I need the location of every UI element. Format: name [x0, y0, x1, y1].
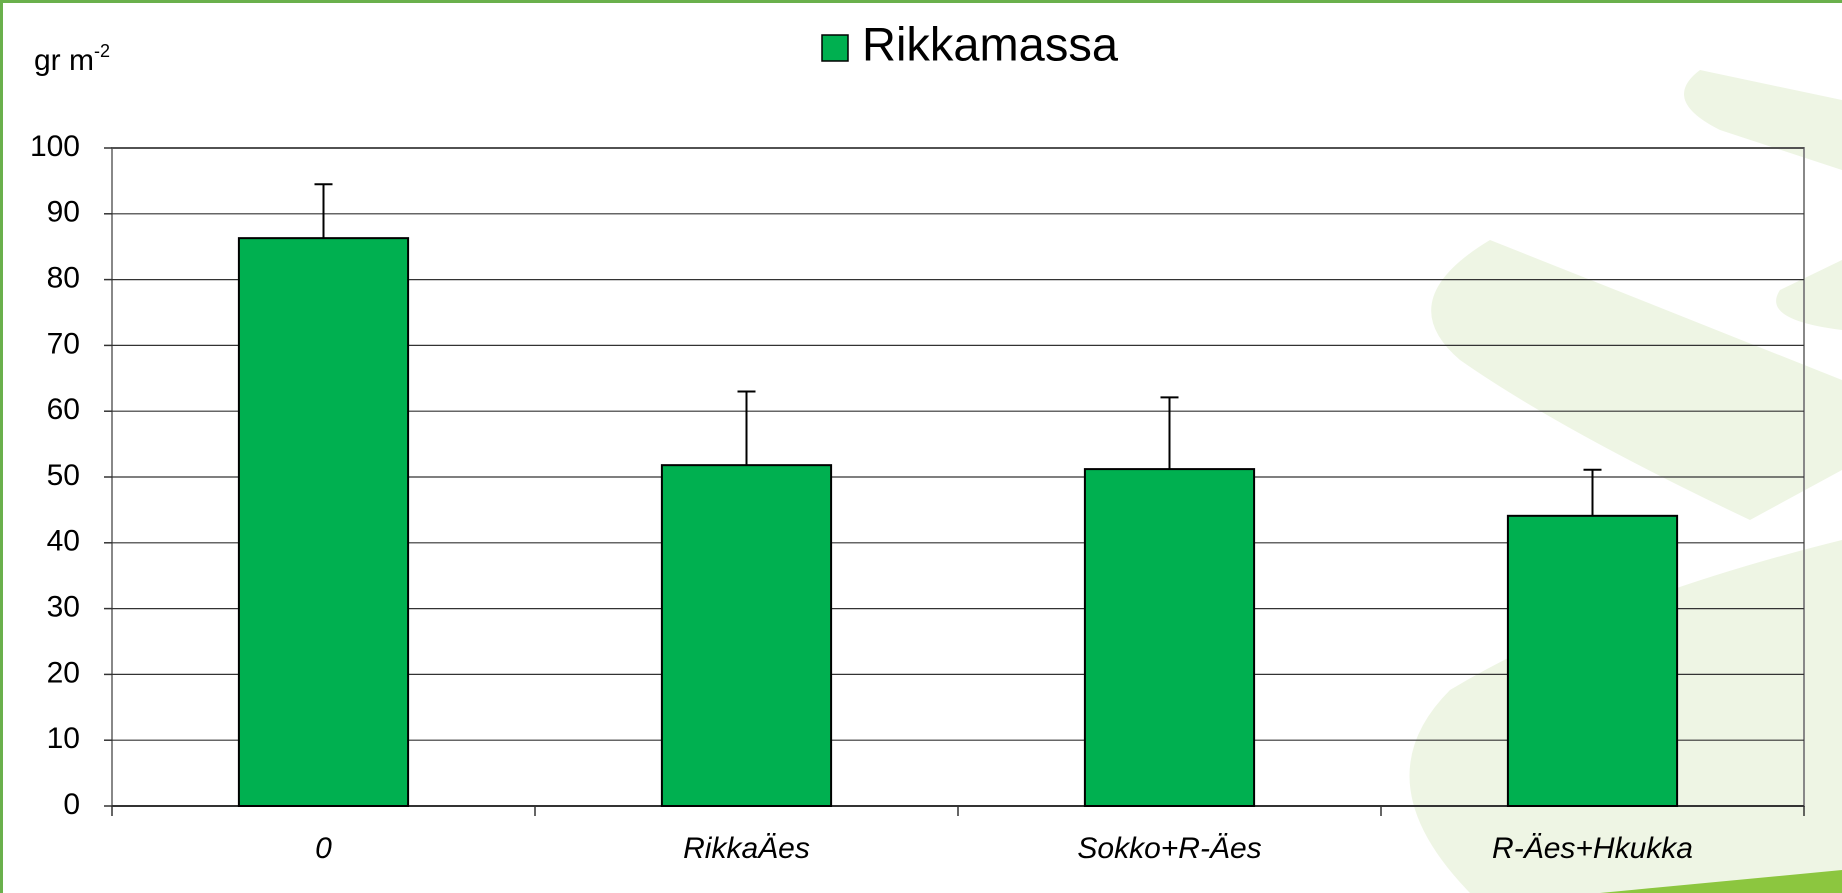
x-tick-label: 0	[315, 832, 332, 865]
x-tick-label: RikkaÄes	[683, 832, 810, 865]
y-tick-label: 60	[47, 393, 80, 426]
bar	[237, 237, 410, 807]
x-tick-label: Sokko+R-Äes	[1077, 832, 1261, 865]
bar	[1083, 468, 1256, 807]
y-tick-label: 10	[47, 722, 80, 755]
y-tick-label: 80	[47, 262, 80, 295]
y-axis-label: gr m-2	[34, 41, 110, 77]
bar	[660, 464, 833, 807]
y-tick-label: 100	[30, 130, 80, 163]
y-label-superscript: -2	[94, 41, 110, 61]
y-tick-label: 70	[47, 327, 80, 360]
legend-label: Rikkamassa	[862, 17, 1119, 70]
y-label-text: gr m	[34, 44, 94, 77]
bar	[1506, 514, 1679, 808]
y-tick-label: 90	[47, 196, 80, 229]
x-tick-label: R-Äes+Hkukka	[1492, 832, 1693, 865]
y-tick-label: 20	[47, 656, 80, 689]
y-tick-label: 50	[47, 459, 80, 492]
y-tick-label: 40	[47, 525, 80, 558]
y-tick-label: 0	[63, 788, 80, 821]
y-tick-label: 30	[47, 591, 80, 624]
legend-swatch	[821, 34, 849, 62]
